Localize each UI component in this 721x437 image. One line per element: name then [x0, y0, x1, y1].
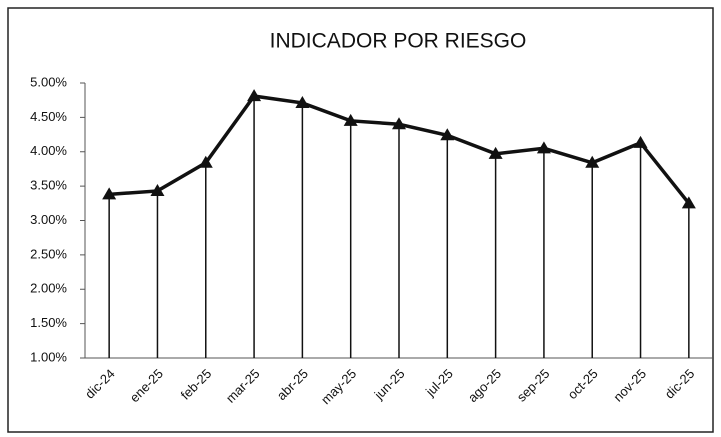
marker	[681, 196, 696, 209]
marker	[536, 141, 551, 154]
marker	[488, 146, 503, 159]
y-tick-label: 5.00%	[30, 74, 67, 89]
chart-frame	[7, 7, 714, 433]
chart-title: INDICADOR POR RIESGO	[270, 30, 527, 53]
marker	[585, 155, 600, 168]
y-tick-label: 2.00%	[30, 281, 67, 296]
marker	[343, 113, 358, 126]
y-tick-label: 3.50%	[30, 178, 67, 193]
y-tick-label: 2.50%	[30, 246, 67, 261]
y-tick-label: 1.00%	[30, 349, 67, 364]
y-tick-label: 1.50%	[30, 315, 67, 330]
marker	[198, 155, 213, 168]
y-tick-label: 4.00%	[30, 143, 67, 158]
marker	[440, 128, 455, 141]
marker	[247, 89, 262, 102]
marker	[295, 95, 310, 108]
marker	[392, 117, 406, 130]
y-tick-label: 4.50%	[30, 109, 67, 124]
marker	[102, 187, 117, 200]
marker	[150, 183, 165, 196]
marker	[633, 135, 648, 148]
y-tick-label: 3.00%	[30, 212, 67, 227]
